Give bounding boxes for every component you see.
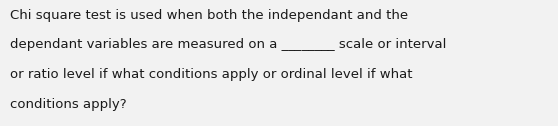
Text: conditions apply?: conditions apply?	[10, 98, 127, 111]
Text: Chi square test is used when both the independant and the: Chi square test is used when both the in…	[10, 9, 408, 22]
Text: or ratio level if what conditions apply or ordinal level if what: or ratio level if what conditions apply …	[10, 68, 412, 81]
Text: dependant variables are measured on a ________ scale or interval: dependant variables are measured on a __…	[10, 38, 446, 51]
